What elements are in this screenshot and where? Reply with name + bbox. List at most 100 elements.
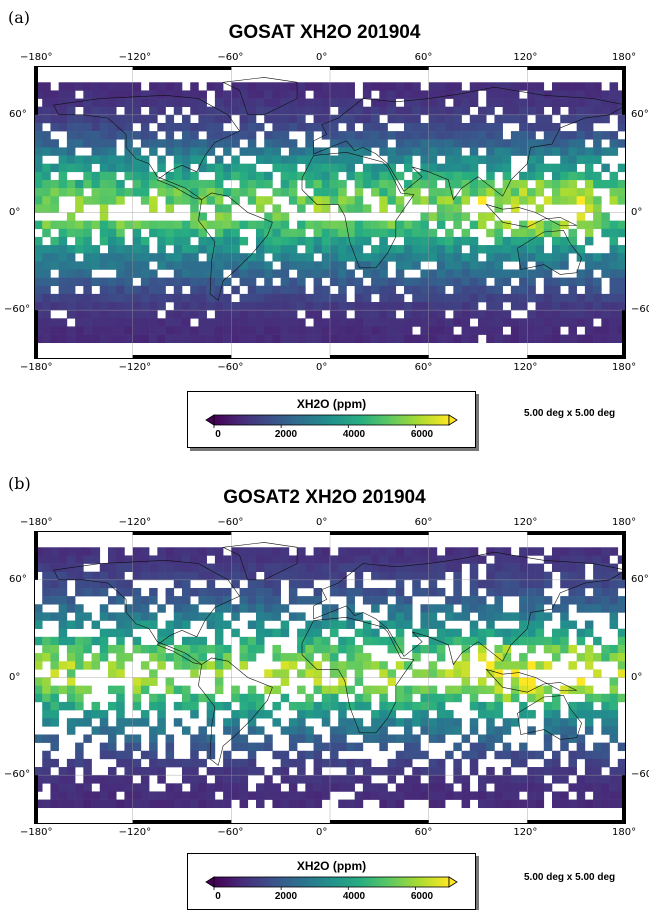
grid-cell — [330, 701, 339, 711]
grid-cell — [42, 277, 51, 287]
grid-cell — [50, 799, 59, 809]
grid-cell — [165, 799, 175, 809]
grid-cell — [387, 114, 397, 124]
grid-cell — [346, 155, 355, 164]
grid-cell — [165, 653, 175, 662]
grid-cell — [420, 587, 429, 597]
grid-cell — [584, 644, 594, 654]
grid-cell — [272, 236, 281, 246]
grid-cell — [140, 277, 150, 287]
grid-cell — [256, 245, 265, 254]
grid-cell — [346, 90, 355, 99]
grid-cell — [436, 196, 446, 205]
grid-cell — [321, 791, 331, 800]
grid-cell — [395, 245, 405, 254]
grid-cell — [165, 791, 175, 800]
grid-cell — [239, 636, 249, 646]
grid-cell — [214, 310, 224, 319]
grid-cell — [535, 147, 545, 156]
grid-cell — [478, 326, 487, 335]
grid-cell — [66, 228, 76, 238]
grid-cell — [338, 253, 347, 262]
grid-cell — [510, 669, 520, 678]
grid-cell — [272, 783, 281, 792]
grid-cell — [83, 139, 92, 148]
grid-cell — [412, 587, 421, 597]
lon-tick-label: 60° — [414, 362, 433, 373]
grid-cell — [264, 155, 273, 164]
grid-cell — [428, 285, 438, 295]
grid-cell — [231, 791, 240, 800]
grid-cell — [34, 163, 43, 173]
grid-cell — [494, 269, 503, 278]
grid-cell — [108, 131, 117, 140]
grid-cell — [108, 277, 117, 287]
grid-cell — [66, 269, 76, 278]
grid-cell — [247, 791, 257, 800]
grid-cell — [173, 318, 183, 327]
grid-cell — [182, 269, 191, 278]
grid-cell — [321, 318, 331, 327]
grid-cell — [568, 318, 577, 327]
grid-cell — [247, 701, 257, 711]
grid-cell — [519, 261, 528, 270]
grid-cell — [362, 261, 372, 270]
grid-cell — [239, 783, 249, 792]
grid-cell — [379, 334, 388, 344]
grid-cell — [486, 604, 495, 613]
grid-cell — [305, 253, 314, 262]
map-canvas — [34, 531, 626, 824]
grid-cell — [264, 571, 273, 581]
grid-cell — [75, 98, 84, 107]
grid-cell — [140, 710, 150, 719]
grid-cell — [223, 220, 232, 230]
grid-cell — [231, 628, 240, 638]
grid-cell — [50, 758, 59, 768]
grid-cell — [239, 90, 249, 99]
grid-cell — [445, 318, 454, 327]
grid-cell — [50, 334, 59, 344]
frame-segment — [34, 66, 38, 115]
grid-cell — [313, 228, 323, 238]
grid-cell — [552, 563, 561, 572]
grid-cell — [395, 261, 405, 270]
grid-cell — [206, 718, 216, 727]
grid-cell — [140, 661, 150, 670]
grid-cell — [478, 701, 487, 711]
grid-cell — [313, 661, 323, 670]
grid-cell — [560, 579, 569, 589]
colorbar: XH2O (ppm) 0 2000 4000 6000 — [187, 391, 476, 448]
grid-cell — [149, 302, 158, 311]
grid-cell — [124, 579, 133, 589]
grid-cell — [157, 245, 166, 254]
grid-cell — [116, 571, 125, 581]
grid-cell — [157, 791, 166, 800]
grid-cell — [543, 179, 553, 189]
grid-cell — [280, 799, 290, 809]
grid-cell — [568, 285, 577, 295]
grid-cell — [132, 734, 142, 743]
grid-cell — [182, 139, 191, 148]
grid-cell — [239, 131, 249, 140]
grid-cell — [149, 326, 158, 335]
grid-cell — [527, 293, 536, 303]
grid-cell — [371, 171, 380, 181]
grid-cell — [75, 188, 84, 197]
grid-cell — [486, 612, 495, 621]
grid-cell — [280, 171, 290, 181]
grid-cell — [321, 220, 331, 230]
grid-cell — [362, 596, 372, 605]
grid-cell — [83, 106, 92, 116]
grid-cell — [395, 701, 405, 711]
grid-cell — [182, 171, 191, 181]
grid-cell — [58, 596, 68, 605]
grid-cell — [173, 122, 183, 132]
frame-segment — [34, 775, 38, 824]
grid-cell — [412, 131, 421, 140]
grid-cell — [223, 334, 232, 344]
grid-cell — [395, 171, 405, 181]
grid-cell — [428, 718, 438, 727]
grid-cell — [42, 734, 51, 743]
grid-cell — [124, 587, 133, 597]
grid-cell — [469, 147, 479, 156]
